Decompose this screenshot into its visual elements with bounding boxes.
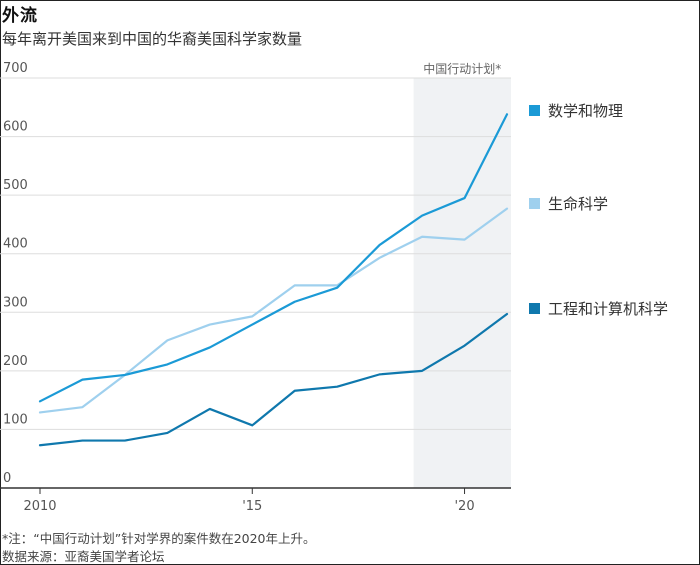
y-tick-label: 400 <box>3 237 28 252</box>
shaded-region-label: 中国行动计划* <box>423 61 501 76</box>
x-tick-label: 2010 <box>23 499 56 514</box>
footnote: *注：“中国行动计划”针对学界的案件数在2020年上升。 <box>2 531 316 546</box>
chart-subtitle: 每年离开美国来到中国的华裔美国科学家数量 <box>2 30 303 48</box>
legend-label: 工程和计算机科学 <box>548 300 668 318</box>
y-tick-label: 600 <box>3 120 28 135</box>
series-lines <box>38 113 509 447</box>
source-note: 数据来源：亚裔美国学者论坛 <box>2 549 165 564</box>
x-tick-label: '20 <box>454 499 474 514</box>
tick-labels: 0 100 200 300 400 500 600 700 2010 '15 '20 <box>3 61 475 514</box>
legend-swatch <box>529 198 540 209</box>
y-tick-label: 100 <box>3 412 28 427</box>
y-tick-label: 700 <box>3 61 28 76</box>
y-tick-label: 200 <box>3 354 28 369</box>
series-line <box>38 207 509 414</box>
y-tick-label: 0 <box>3 471 11 486</box>
y-tick-label: 500 <box>3 178 28 193</box>
legend-swatch <box>529 105 540 116</box>
x-axis <box>0 487 511 494</box>
x-tick-label: '15 <box>242 499 262 514</box>
legend-label: 生命科学 <box>548 195 608 213</box>
legend-swatch <box>529 303 540 314</box>
gridlines <box>0 77 511 430</box>
legend-label: 数学和物理 <box>548 102 623 120</box>
chart-title: 外流 <box>2 6 38 26</box>
shaded-region <box>413 78 511 488</box>
series-line <box>38 113 509 403</box>
series-line <box>38 312 509 447</box>
y-tick-label: 300 <box>3 295 28 310</box>
shaded-region-layer: 中国行动计划* <box>413 61 511 488</box>
